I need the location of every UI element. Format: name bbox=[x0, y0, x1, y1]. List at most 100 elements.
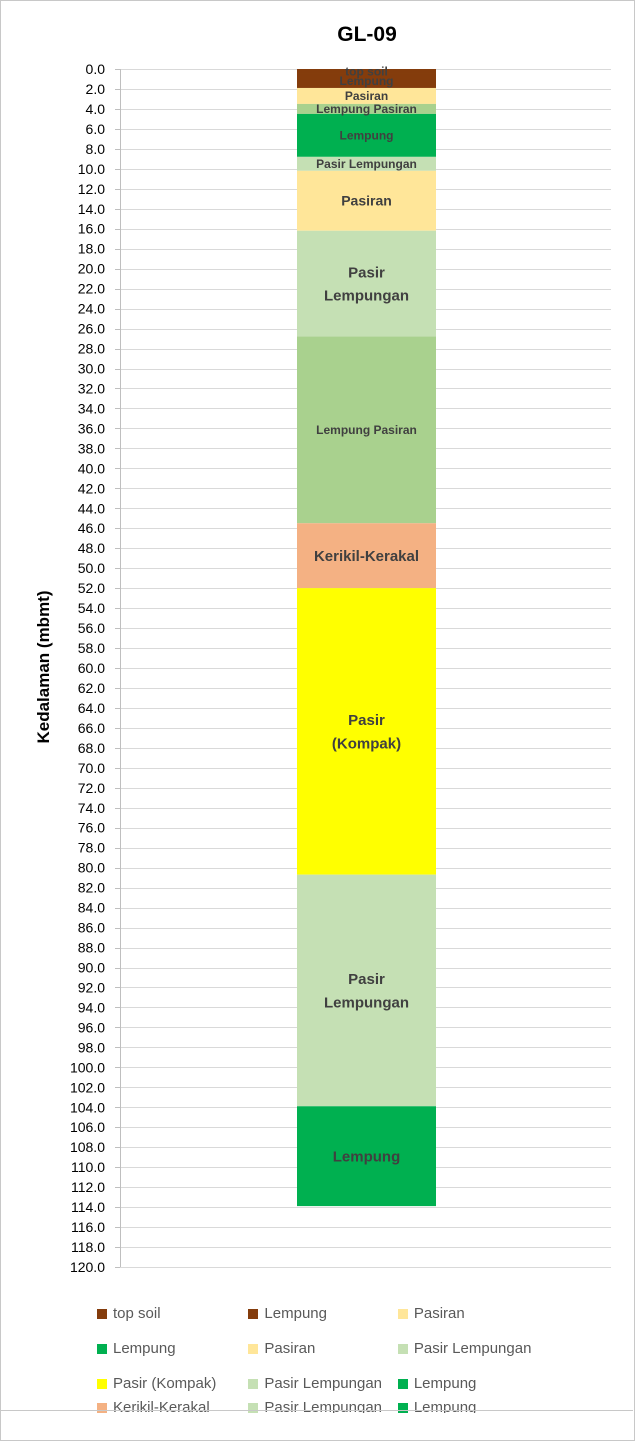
y-axis-ticks: 0.0 2.0 4.0 6.0 8.0 10.0 12.0 14.0 16.0 18.0 20.0 2… bbox=[70, 61, 120, 1275]
layer-bar bbox=[297, 73, 436, 88]
chart-title: GL-09 bbox=[337, 23, 397, 46]
legend-overflow-row: Kerikil-Kerakal Pasir Lempungan Lempung bbox=[1, 1399, 634, 1413]
y-tick-label: 78.0 bbox=[78, 840, 105, 856]
y-tick-label: 94.0 bbox=[78, 999, 105, 1015]
legend-item: Pasiran bbox=[397, 1296, 617, 1331]
frame-bottom-edge bbox=[0, 1410, 633, 1411]
y-tick-label: 70.0 bbox=[78, 760, 105, 776]
layer-bar bbox=[297, 874, 436, 1107]
y-tick-label: 82.0 bbox=[78, 880, 105, 896]
y-tick-label: 30.0 bbox=[78, 361, 105, 377]
y-tick-label: 6.0 bbox=[86, 121, 106, 137]
legend-swatch bbox=[248, 1378, 259, 1389]
legend-swatch bbox=[397, 1378, 408, 1389]
layer-label: Lempung bbox=[340, 74, 394, 88]
y-tick-label: 110.0 bbox=[71, 1159, 105, 1175]
y-tick-label: 52.0 bbox=[78, 580, 105, 596]
y-tick-label: 74.0 bbox=[78, 800, 105, 816]
legend-swatch bbox=[97, 1378, 107, 1389]
layer-bar bbox=[297, 87, 436, 104]
y-tick-label: 38.0 bbox=[78, 440, 105, 456]
layer-label: Lempung bbox=[333, 1148, 401, 1165]
y-tick-label: 16.0 bbox=[78, 221, 105, 237]
y-tick-label: 116.0 bbox=[71, 1219, 105, 1235]
legend-swatch bbox=[248, 1402, 259, 1413]
legend-swatch bbox=[397, 1308, 408, 1319]
y-tick-label: 20.0 bbox=[78, 261, 105, 277]
y-tick-label: 12.0 bbox=[78, 181, 105, 197]
y-tick-label: 8.0 bbox=[86, 141, 106, 157]
y-tick-label: 36.0 bbox=[78, 420, 105, 436]
layer-label: Pasiran bbox=[345, 89, 388, 103]
legend-item: Lempung bbox=[397, 1399, 617, 1413]
y-tick-label: 86.0 bbox=[78, 920, 105, 936]
chart-legend: top soil Lempung Pasiran Lempung Pasiran Pasi… bbox=[97, 1296, 617, 1401]
y-tick-label: 48.0 bbox=[78, 540, 105, 556]
y-tick-label: 50.0 bbox=[78, 560, 105, 576]
y-tick-label: 98.0 bbox=[78, 1039, 105, 1055]
legend-label: Pasir Lempungan bbox=[264, 1399, 382, 1413]
layer-label: Pasir Lempungan bbox=[324, 971, 409, 1011]
y-tick-label: 80.0 bbox=[78, 860, 105, 876]
y-tick-label: 28.0 bbox=[78, 341, 105, 357]
y-tick-label: 90.0 bbox=[78, 960, 105, 976]
y-tick-label: 14.0 bbox=[78, 201, 105, 217]
legend-swatch bbox=[97, 1402, 107, 1413]
legend-label: top soil bbox=[113, 1305, 161, 1322]
layer-label: Lempung bbox=[340, 129, 394, 143]
y-tick-label: 34.0 bbox=[78, 400, 105, 416]
legend-swatch bbox=[248, 1343, 259, 1354]
y-tick-label: 0.0 bbox=[86, 61, 106, 77]
y-tick-label: 108.0 bbox=[70, 1139, 105, 1155]
y-tick-label: 106.0 bbox=[70, 1119, 105, 1135]
legend-swatch bbox=[248, 1308, 259, 1319]
legend-label: Lempung bbox=[413, 1375, 477, 1392]
y-tick-label: 76.0 bbox=[78, 820, 105, 836]
legend-item: top soil bbox=[97, 1296, 248, 1331]
layer-bar bbox=[297, 523, 436, 589]
legend-item: Lempung bbox=[397, 1366, 617, 1401]
legend-item: Pasir Lempungan bbox=[248, 1399, 397, 1413]
y-tick-label: 22.0 bbox=[78, 281, 105, 297]
y-tick-label: 84.0 bbox=[78, 900, 105, 916]
legend-item: Lempung bbox=[248, 1296, 397, 1331]
legend-swatch bbox=[397, 1343, 408, 1354]
y-tick-label: 112.0 bbox=[71, 1179, 105, 1195]
y-tick-label: 114.0 bbox=[71, 1199, 105, 1215]
chart-legend-overflow: Kerikil-Kerakal Pasir Lempungan Lempung bbox=[97, 1399, 617, 1413]
y-tick-label: 26.0 bbox=[78, 321, 105, 337]
y-tick-label: 100.0 bbox=[70, 1059, 105, 1075]
legend-item: Lempung bbox=[97, 1331, 248, 1366]
y-tick-label: 60.0 bbox=[78, 660, 105, 676]
y-tick-label: 88.0 bbox=[78, 940, 105, 956]
legend-label: Lempung bbox=[264, 1305, 327, 1322]
y-tick-label: 18.0 bbox=[78, 241, 105, 257]
legend-label: Lempung bbox=[413, 1399, 477, 1413]
legend-row: Kerikil-Kerakal Pasir Lempungan Lempung bbox=[97, 1399, 617, 1413]
y-tick-label: 54.0 bbox=[78, 600, 105, 616]
layer-bar bbox=[297, 156, 436, 171]
y-axis-label: Kedalaman (mbmt) bbox=[34, 590, 53, 743]
layer-label: Kerikil-Kerakal bbox=[314, 548, 419, 565]
layer-label: top soil bbox=[345, 65, 388, 79]
y-tick-label: 44.0 bbox=[78, 500, 105, 516]
legend-label: Pasir Lempungan bbox=[413, 1340, 532, 1357]
legend-label: Pasir Lempungan bbox=[264, 1375, 382, 1392]
layer-bar bbox=[297, 113, 436, 157]
layer-label: Lempung Pasiran bbox=[316, 423, 417, 437]
layer-label: Pasir (Kompak) bbox=[332, 712, 401, 752]
legend-label: Pasir (Kompak) bbox=[113, 1375, 217, 1392]
y-tick-label: 92.0 bbox=[78, 979, 105, 995]
y-tick-label: 4.0 bbox=[86, 101, 106, 117]
y-tick-label: 10.0 bbox=[78, 161, 105, 177]
y-tick-label: 58.0 bbox=[78, 640, 105, 656]
y-tick-label: 2.0 bbox=[86, 81, 106, 97]
y-tick-label: 32.0 bbox=[78, 380, 105, 396]
y-tick-label: 68.0 bbox=[78, 740, 105, 756]
legend-item: Pasir (Kompak) bbox=[97, 1366, 248, 1401]
y-tick-label: 64.0 bbox=[78, 700, 105, 716]
legend-item: Pasir Lempungan bbox=[248, 1366, 397, 1401]
y-tick-label: 62.0 bbox=[78, 680, 105, 696]
